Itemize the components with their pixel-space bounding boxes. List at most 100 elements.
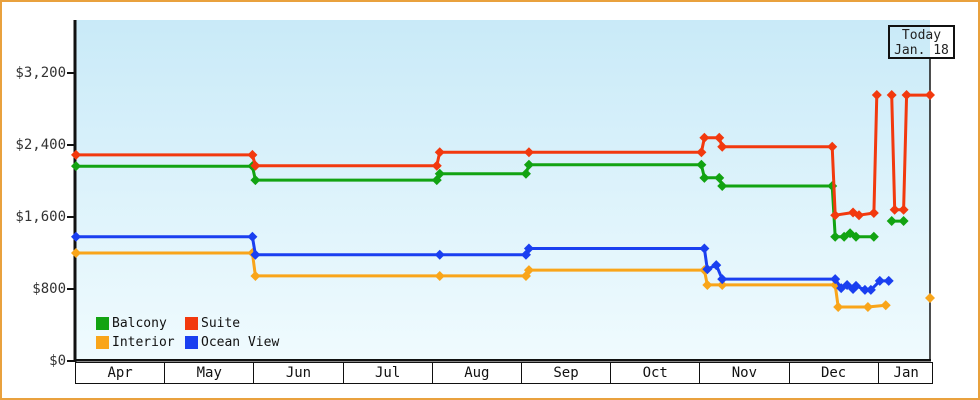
y-axis-line (73, 20, 77, 362)
data-point-marker (880, 300, 891, 311)
data-point-marker (874, 275, 885, 286)
legend-label: Balcony (112, 316, 167, 331)
today-date: Jan. 18 (894, 43, 949, 58)
data-point-marker (523, 265, 534, 276)
month-cell-sep: Sep (522, 363, 612, 383)
data-point-marker (830, 210, 841, 221)
month-cell-apr: Apr (76, 363, 166, 383)
x-axis-line (73, 359, 931, 362)
data-point-marker (699, 243, 710, 254)
data-point-marker (717, 141, 728, 152)
data-point-marker (250, 270, 261, 281)
data-point-marker (883, 275, 894, 286)
data-point-marker (71, 149, 81, 160)
data-point-marker (830, 274, 841, 285)
y-axis-tick (67, 216, 75, 218)
data-point-marker (250, 249, 261, 260)
data-point-marker (833, 302, 844, 312)
data-point-marker (868, 207, 879, 218)
plot-background (76, 20, 930, 361)
data-point-marker (247, 149, 258, 160)
legend-label: Interior (112, 335, 175, 350)
y-axis-label: $2,400 (15, 137, 66, 153)
data-point-marker (699, 132, 710, 143)
data-point-marker (868, 231, 879, 242)
data-point-marker (827, 141, 838, 152)
data-point-marker (925, 293, 935, 303)
legend-swatch-icon (96, 336, 109, 349)
data-point-marker (859, 284, 870, 295)
data-point-marker (714, 172, 725, 183)
data-point-marker (898, 216, 909, 227)
data-point-marker (523, 147, 534, 158)
y-axis-tick (67, 360, 75, 362)
month-cell-dec: Dec (790, 363, 879, 383)
data-point-marker (696, 147, 707, 158)
legend-item-interior: Interior (96, 333, 185, 352)
data-point-marker (434, 270, 445, 281)
data-point-marker (862, 302, 873, 312)
data-point-marker (523, 243, 534, 254)
data-point-marker (523, 159, 534, 170)
data-point-marker (702, 264, 713, 275)
data-point-marker (853, 210, 864, 221)
legend-item-suite: Suite (185, 314, 279, 333)
y-axis-label: $0 (49, 353, 66, 369)
data-point-marker (434, 168, 445, 179)
y-axis-label: $3,200 (15, 65, 66, 81)
month-cell-nov: Nov (700, 363, 790, 383)
data-point-marker (717, 274, 728, 285)
data-point-marker (886, 90, 897, 101)
legend-swatch-icon (96, 317, 109, 330)
y-axis-tick (67, 72, 75, 74)
data-point-marker (431, 160, 442, 171)
data-point-marker (699, 172, 710, 183)
data-point-marker (871, 90, 882, 101)
month-cell-oct: Oct (611, 363, 701, 383)
data-point-marker (901, 90, 912, 101)
month-cell-aug: Aug (433, 363, 522, 383)
series-ocean-view (71, 231, 894, 295)
data-point-marker (696, 159, 707, 170)
data-point-marker (250, 160, 261, 171)
data-point-marker (851, 231, 862, 242)
data-point-marker (889, 204, 900, 215)
data-point-marker (71, 161, 81, 172)
month-cell-may: May (165, 363, 255, 383)
data-point-marker (717, 279, 728, 290)
today-marker-box: Today Jan. 18 (888, 25, 955, 59)
y-axis-tick (67, 144, 75, 146)
month-cell-jun: Jun (254, 363, 344, 383)
legend-label: Ocean View (201, 335, 280, 350)
data-point-marker (247, 231, 258, 242)
data-point-marker (71, 248, 81, 258)
chart-legend: Balcony Suite Interior Ocean View (96, 314, 279, 352)
data-point-marker (865, 284, 876, 295)
legend-item-balcony: Balcony (96, 314, 185, 333)
data-point-marker (434, 249, 445, 260)
legend-swatch-icon (185, 336, 198, 349)
legend-label: Suite (201, 316, 241, 331)
data-point-marker (520, 168, 531, 179)
data-point-marker (71, 231, 81, 242)
data-point-marker (250, 175, 261, 186)
today-label: Today (901, 28, 942, 43)
month-cell-jul: Jul (344, 363, 433, 383)
data-point-marker (830, 231, 841, 242)
month-cell-jan: Jan (893, 365, 919, 381)
x-axis-month-row: Apr May Jun Jul Aug Sep Oct Nov Dec Jan (75, 362, 933, 384)
data-point-marker (711, 260, 722, 271)
data-point-marker (851, 280, 862, 291)
data-point-marker (434, 147, 445, 158)
data-point-marker (714, 132, 725, 143)
y-axis-tick (67, 288, 75, 290)
series-suite (71, 90, 935, 221)
legend-swatch-icon (185, 317, 198, 330)
data-point-marker (886, 216, 897, 227)
data-point-marker (717, 180, 728, 191)
data-point-marker (898, 204, 909, 215)
y-axis-label: $800 (32, 281, 66, 297)
legend-item-ocean-view: Ocean View (185, 333, 279, 352)
